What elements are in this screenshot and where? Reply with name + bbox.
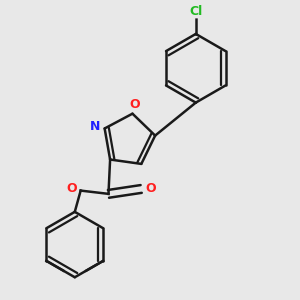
- Text: O: O: [130, 98, 140, 111]
- Text: N: N: [90, 120, 101, 133]
- Text: O: O: [146, 182, 156, 196]
- Text: Cl: Cl: [189, 4, 203, 17]
- Text: O: O: [66, 182, 77, 196]
